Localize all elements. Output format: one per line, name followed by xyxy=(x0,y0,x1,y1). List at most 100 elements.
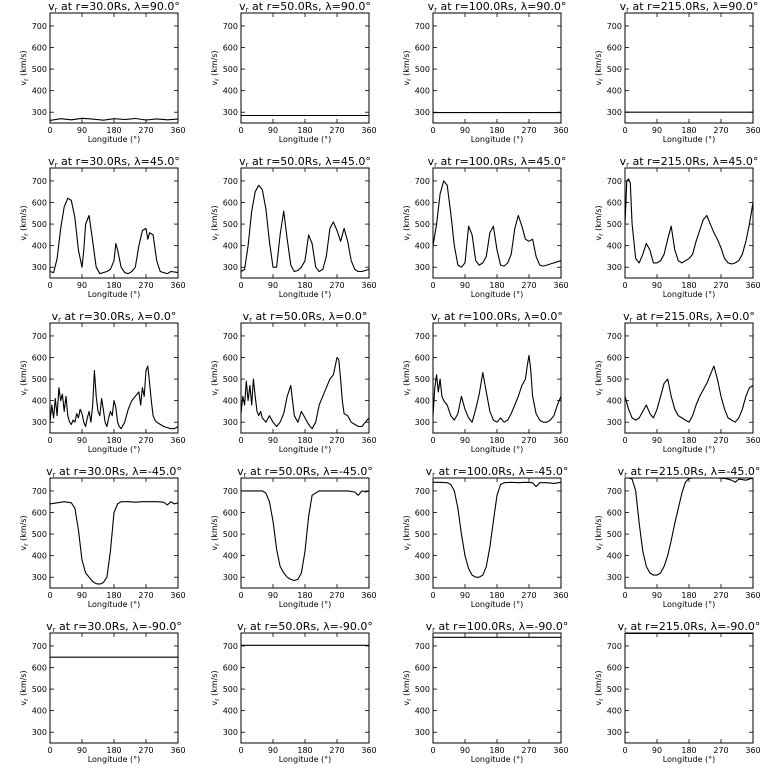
y-tick-label: 700 xyxy=(32,22,47,31)
plot-frame xyxy=(432,12,562,124)
y-tick-label: 400 xyxy=(32,242,47,251)
y-tick-label: 500 xyxy=(415,685,430,694)
y-tick-label: 300 xyxy=(223,108,238,117)
y-tick-label: 600 xyxy=(415,509,430,518)
x-tick-label: 180 xyxy=(681,281,696,290)
y-tick-label: 600 xyxy=(223,199,238,208)
y-axis-label: vr (km/s) xyxy=(402,360,413,395)
y-tick-label: 500 xyxy=(223,685,238,694)
x-tick-label: 90 xyxy=(460,281,470,290)
y-tick-label: 400 xyxy=(223,707,238,716)
y-axis-label: vr (km/s) xyxy=(210,515,221,550)
x-axis-label: Longitude (°) xyxy=(279,755,332,764)
x-tick-label: 180 xyxy=(489,126,504,135)
y-tick-label: 400 xyxy=(32,552,47,561)
x-tick-label: 90 xyxy=(268,281,278,290)
y-tick-label: 600 xyxy=(415,664,430,673)
y-tick-label: 400 xyxy=(32,87,47,96)
series-line xyxy=(49,501,179,585)
x-axis-label: Longitude (°) xyxy=(279,445,332,454)
y-tick-label: 500 xyxy=(415,375,430,384)
x-tick-label: 90 xyxy=(652,746,662,755)
panel-title: vr at r=50.0Rs, λ=-90.0° xyxy=(237,620,373,634)
plot-frame xyxy=(432,322,562,434)
y-tick-label: 400 xyxy=(415,87,430,96)
x-tick-label: 90 xyxy=(652,281,662,290)
x-tick-label: 360 xyxy=(553,436,568,445)
x-tick-label: 270 xyxy=(713,436,728,445)
x-tick-label: 90 xyxy=(460,746,470,755)
x-tick-label: 180 xyxy=(489,436,504,445)
x-tick-label: 270 xyxy=(521,746,536,755)
x-axis-label: Longitude (°) xyxy=(663,135,716,144)
panel-title: vr at r=30.0Rs, λ=-90.0° xyxy=(46,620,182,634)
y-tick-label: 700 xyxy=(223,642,238,651)
y-tick-label: 500 xyxy=(223,220,238,229)
y-axis-label: vr (km/s) xyxy=(210,205,221,240)
x-axis-label: Longitude (°) xyxy=(88,755,141,764)
x-tick-label: 180 xyxy=(297,281,312,290)
x-tick-label: 0 xyxy=(238,436,243,445)
x-tick-label: 360 xyxy=(553,281,568,290)
x-axis-label: Longitude (°) xyxy=(471,135,524,144)
x-tick-label: 360 xyxy=(170,436,185,445)
panel-13: 0 90 180 270 360 300 400 500 600 700 vr at r=30.0R… xyxy=(19,465,186,609)
x-tick-label: 90 xyxy=(460,126,470,135)
x-axis-label: Longitude (°) xyxy=(279,600,332,609)
y-tick-label: 600 xyxy=(415,199,430,208)
y-axis-label: vr (km/s) xyxy=(19,670,30,705)
y-tick-label: 400 xyxy=(32,707,47,716)
y-axis-label: vr (km/s) xyxy=(594,50,605,85)
panel-4: 0 90 180 270 360 300 400 500 600 700 vr at r=215.0… xyxy=(594,0,761,144)
y-tick-label: 300 xyxy=(223,263,238,272)
x-tick-label: 0 xyxy=(430,591,435,600)
x-tick-label: 360 xyxy=(745,126,760,135)
y-tick-label: 700 xyxy=(223,177,238,186)
y-tick-label: 400 xyxy=(607,397,622,406)
series-line xyxy=(625,477,754,576)
y-axis-label: vr (km/s) xyxy=(19,50,30,85)
y-tick-label: 700 xyxy=(223,22,238,31)
y-tick-label: 400 xyxy=(607,552,622,561)
y-axis-label: vr (km/s) xyxy=(210,360,221,395)
x-tick-label: 270 xyxy=(713,281,728,290)
x-tick-label: 0 xyxy=(430,746,435,755)
panel-title: vr at r=30.0Rs, λ=0.0° xyxy=(52,310,177,324)
x-axis-label: Longitude (°) xyxy=(88,290,141,299)
panel-17: 0 90 180 270 360 300 400 500 600 700 vr at r=30.0R… xyxy=(19,620,186,764)
y-tick-label: 400 xyxy=(415,552,430,561)
x-tick-label: 0 xyxy=(47,746,52,755)
y-tick-label: 500 xyxy=(415,65,430,74)
series-line xyxy=(49,117,179,121)
y-tick-label: 700 xyxy=(607,22,622,31)
y-tick-label: 400 xyxy=(223,242,238,251)
y-tick-label: 300 xyxy=(415,728,430,737)
panel-title: vr at r=100.0Rs, λ=-45.0° xyxy=(426,465,569,479)
y-axis-label: vr (km/s) xyxy=(210,50,221,85)
y-tick-label: 400 xyxy=(415,707,430,716)
x-axis-label: Longitude (°) xyxy=(471,445,524,454)
panel-title: vr at r=100.0Rs, λ=90.0° xyxy=(428,0,567,14)
y-tick-label: 400 xyxy=(415,242,430,251)
plot-frame xyxy=(240,632,370,744)
panel-title: vr at r=100.0Rs, λ=45.0° xyxy=(428,155,567,169)
x-axis-label: Longitude (°) xyxy=(279,290,332,299)
y-tick-label: 500 xyxy=(607,65,622,74)
y-tick-label: 500 xyxy=(223,375,238,384)
x-tick-label: 180 xyxy=(681,591,696,600)
y-tick-label: 400 xyxy=(607,87,622,96)
plot-frame xyxy=(240,322,370,434)
x-tick-label: 270 xyxy=(329,281,344,290)
y-axis-label: vr (km/s) xyxy=(402,50,413,85)
y-tick-label: 700 xyxy=(415,177,430,186)
x-tick-label: 180 xyxy=(297,436,312,445)
panel-title: vr at r=215.0Rs, λ=45.0° xyxy=(620,155,759,169)
y-tick-label: 600 xyxy=(607,354,622,363)
y-tick-label: 700 xyxy=(607,177,622,186)
y-axis-label: vr (km/s) xyxy=(594,205,605,240)
x-axis-label: Longitude (°) xyxy=(663,445,716,454)
x-axis-label: Longitude (°) xyxy=(279,135,332,144)
x-tick-label: 90 xyxy=(268,436,278,445)
x-tick-label: 360 xyxy=(553,126,568,135)
